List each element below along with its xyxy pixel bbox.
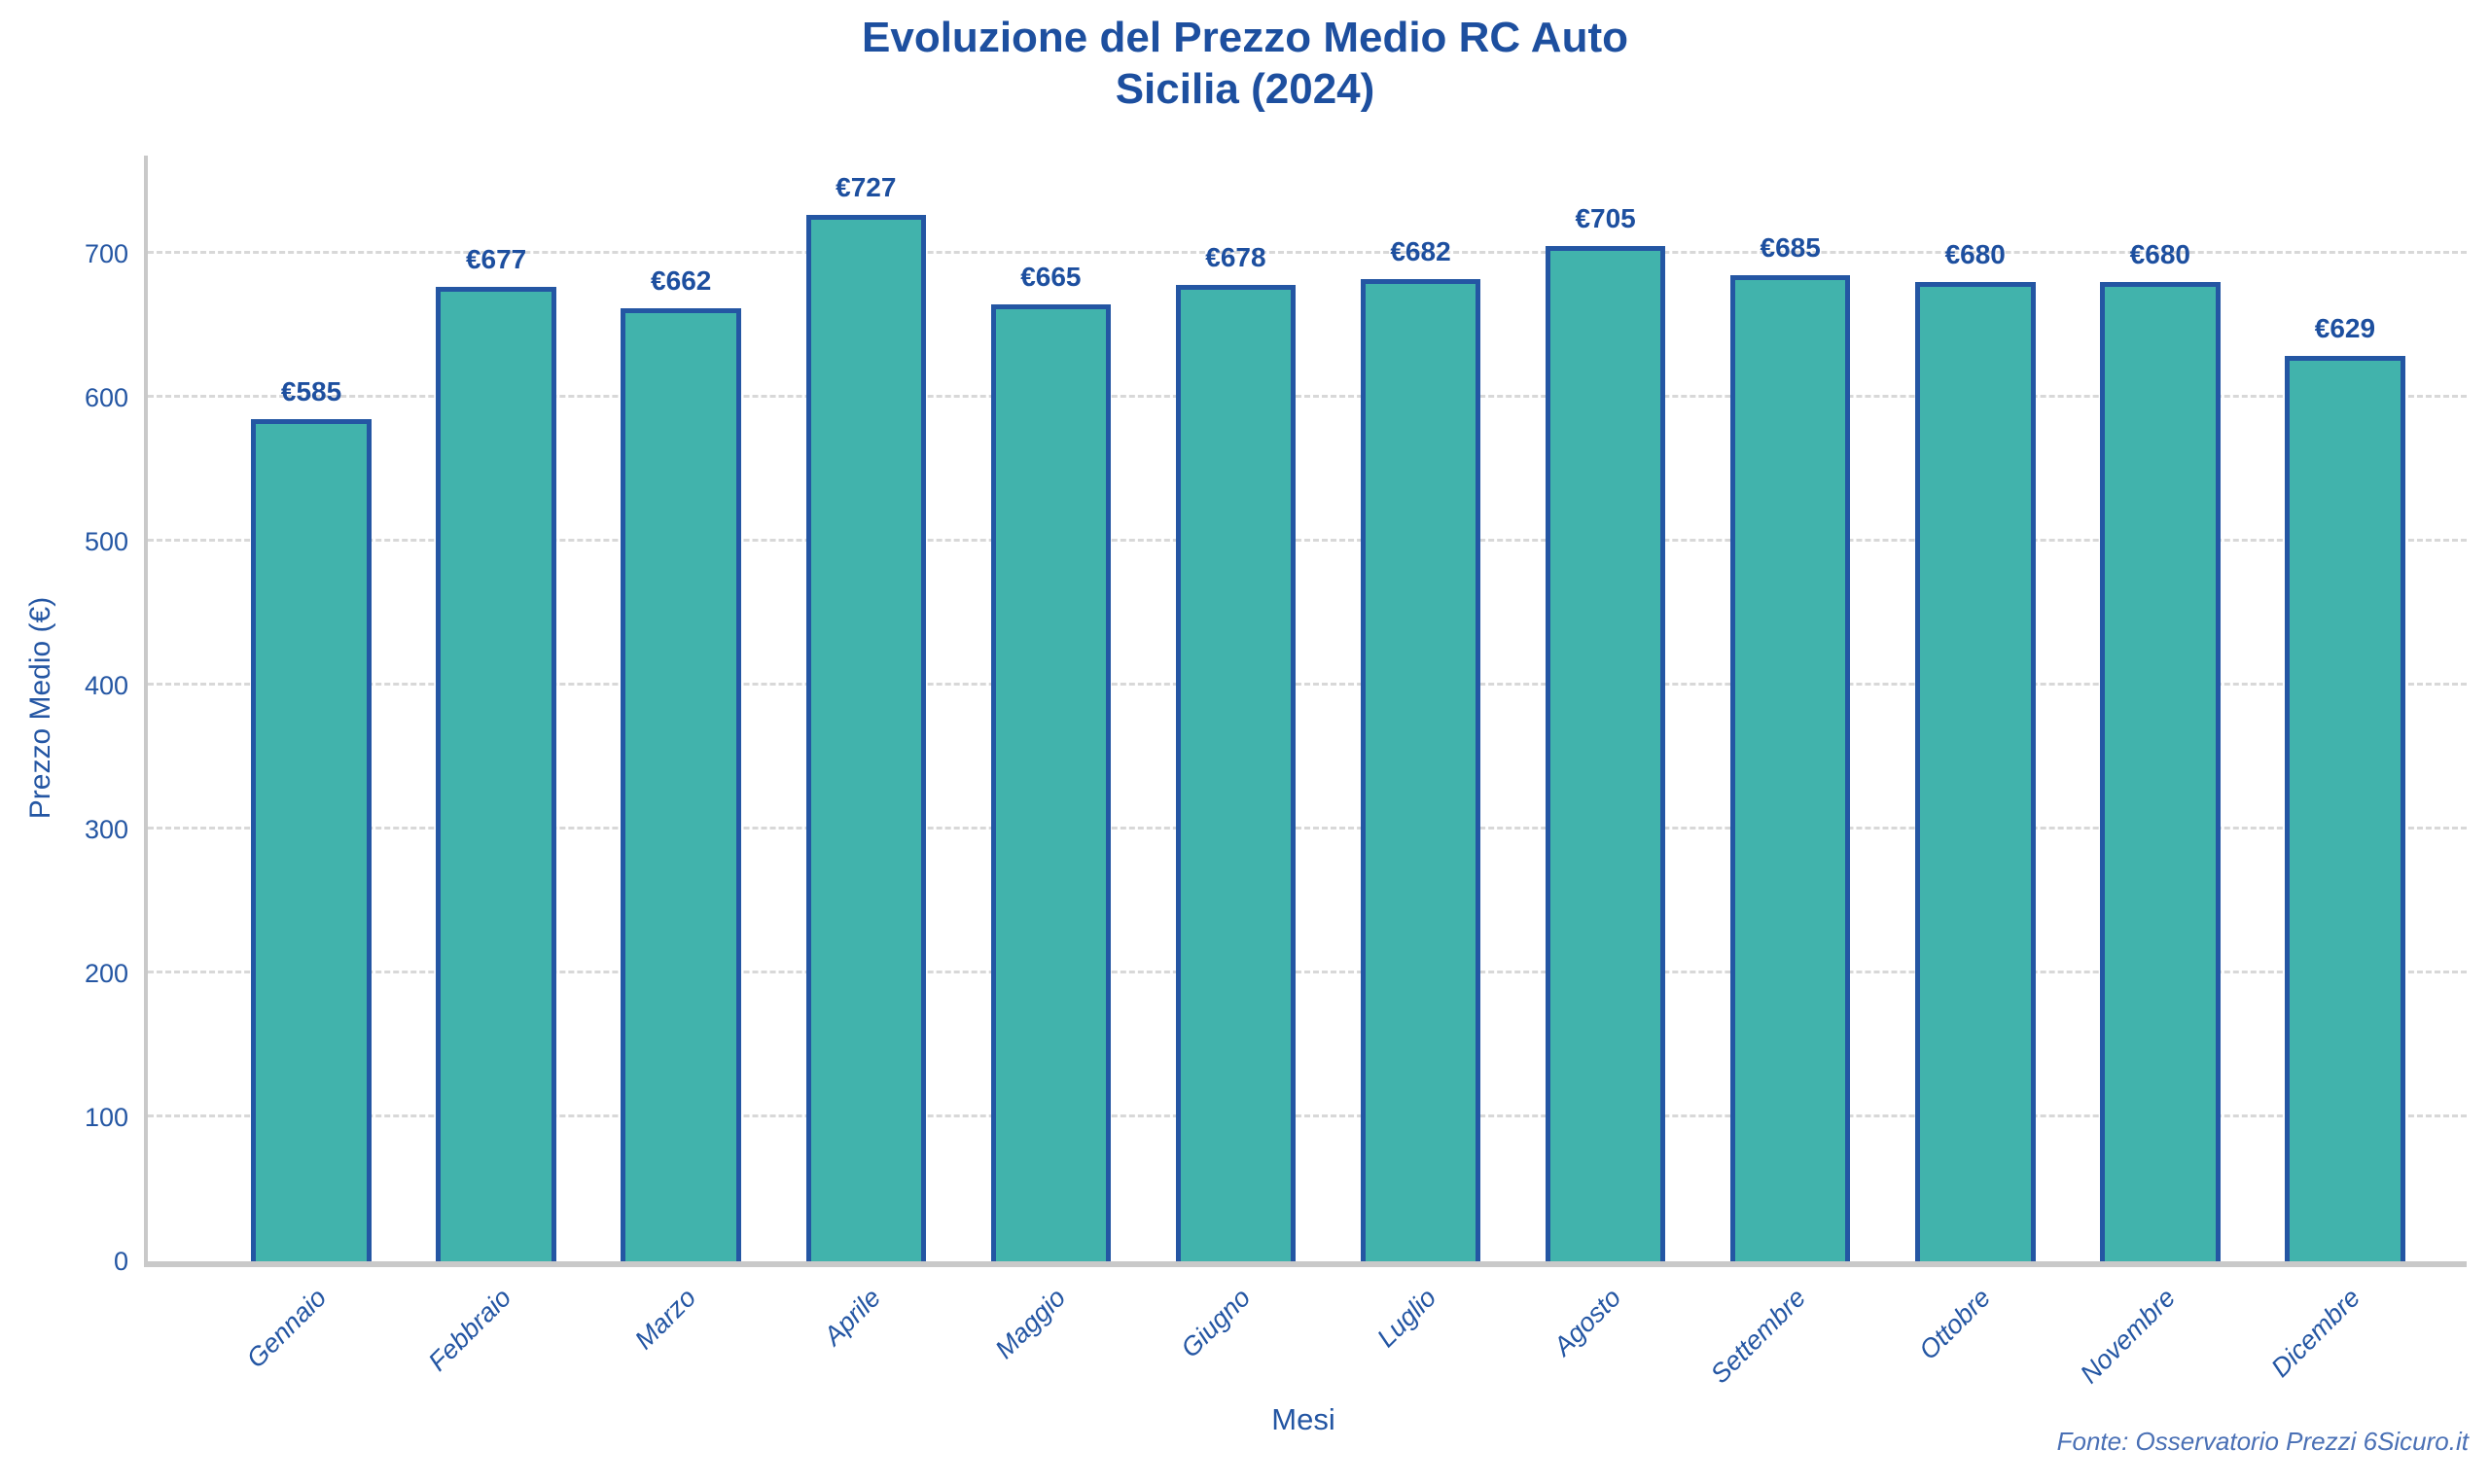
bar-slot: €680 [1883,156,2068,1261]
bar [1729,274,1851,1261]
bar [1545,246,1666,1261]
bar [990,303,1112,1261]
bar-value-label: €677 [465,243,527,274]
bar [1175,285,1297,1261]
bar-slot: €678 [1143,156,1328,1261]
gridline [148,250,2467,254]
bar-value-label: €665 [1020,261,1082,292]
bar-value-label: €680 [2129,239,2190,270]
gridline [148,682,2467,686]
gridline [148,394,2467,398]
bar [436,286,556,1261]
y-tick-label: 200 [84,958,128,988]
bar-slot: €665 [958,156,1143,1261]
y-tick-label: 0 [113,1247,128,1276]
chart-subtitle: Sicilia (2024) [1115,65,1375,113]
y-axis-title: Prezzo Medio (€) [24,596,56,820]
bars-layer: €585 €677 €662 €727 €665 €678 €682 €705 €685 €680… [219,156,2437,1261]
bar-value-label: €662 [651,265,712,296]
bar-value-label: €678 [1205,242,1266,273]
bar-value-label: €629 [2314,312,2376,343]
bar-value-label: €705 [1575,203,1636,234]
source-note: Fonte: Osservatorio Prezzi 6Sicuro.it [2056,1427,2469,1456]
bar-value-label: €727 [836,171,897,202]
bar-slot: €705 [1513,156,1698,1261]
y-tick-label: 500 [84,526,128,556]
bar [1914,282,2036,1261]
bar-slot: €727 [773,156,958,1261]
x-axis-title: Mesi [1271,1402,1335,1436]
bar [805,214,927,1261]
plot-area: 0 100 200 300 400 500 600 700 €585 €677 €662 €727 €… [85,156,2467,1389]
bar-value-label: €585 [280,375,342,406]
gridline [148,1113,2467,1117]
bar-slot: €677 [404,156,588,1261]
bar-value-label: €685 [1760,231,1821,263]
y-tick-label: 400 [84,670,128,700]
bar-slot: €680 [2068,156,2253,1261]
gridline [148,970,2467,973]
bar-slot: €662 [588,156,773,1261]
bar [1360,279,1481,1261]
gridline [148,538,2467,542]
bar-slot: €682 [1328,156,1512,1261]
y-tick-label: 700 [84,238,128,268]
bar-value-label: €682 [1390,236,1451,267]
y-tick-label: 600 [84,382,128,412]
bar [2100,282,2221,1261]
y-tick-label: 100 [84,1102,128,1132]
bar [621,307,741,1261]
gridline [148,826,2467,830]
x-axis-tick-labels: Gennaio Febbraio Marzo Aprile Maggio Giugno Lu… [219,1261,2437,1417]
bar-slot: €685 [1698,156,1883,1261]
bar-slot: €629 [2253,156,2437,1261]
chart-title: Evoluzione del Prezzo Medio RC Auto [862,14,1628,61]
y-tick-label: 300 [84,814,128,844]
bar-value-label: €680 [1944,239,2006,270]
bar-slot: €585 [219,156,404,1261]
bar [2285,355,2405,1261]
chart-title-block: Evoluzione del Prezzo Medio RC Auto Sici… [0,12,2490,115]
bar [251,418,372,1261]
